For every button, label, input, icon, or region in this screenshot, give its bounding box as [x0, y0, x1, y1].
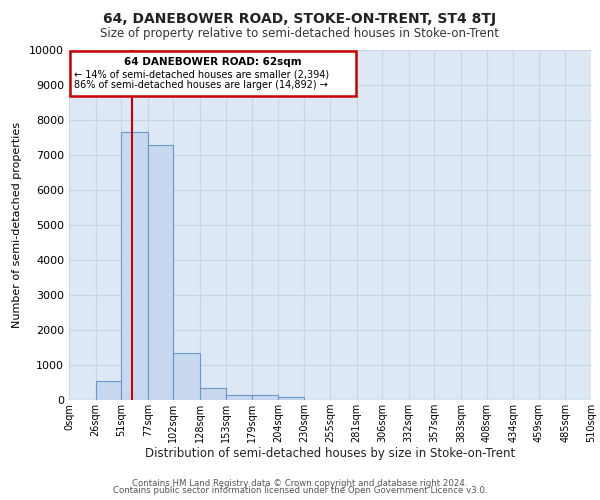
Bar: [252, 396, 278, 400]
FancyBboxPatch shape: [70, 51, 356, 96]
Bar: [226, 395, 252, 400]
Y-axis label: Number of semi-detached properties: Number of semi-detached properties: [12, 122, 22, 328]
Text: 64 DANEBOWER ROAD: 62sqm: 64 DANEBOWER ROAD: 62sqm: [124, 57, 302, 67]
Text: Contains HM Land Registry data © Crown copyright and database right 2024.: Contains HM Land Registry data © Crown c…: [132, 478, 468, 488]
Text: 64, DANEBOWER ROAD, STOKE-ON-TRENT, ST4 8TJ: 64, DANEBOWER ROAD, STOKE-ON-TRENT, ST4 …: [103, 12, 497, 26]
Bar: [200, 388, 226, 400]
Bar: [148, 144, 173, 400]
Text: Distribution of semi-detached houses by size in Stoke-on-Trent: Distribution of semi-detached houses by …: [145, 448, 515, 460]
Bar: [173, 353, 200, 400]
Text: 86% of semi-detached houses are larger (14,892) →: 86% of semi-detached houses are larger (…: [74, 80, 328, 90]
Bar: [95, 381, 121, 400]
Text: ← 14% of semi-detached houses are smaller (2,394): ← 14% of semi-detached houses are smalle…: [74, 70, 329, 80]
Bar: [121, 132, 148, 400]
Bar: [278, 396, 304, 400]
Text: Contains public sector information licensed under the Open Government Licence v3: Contains public sector information licen…: [113, 486, 487, 495]
Text: Size of property relative to semi-detached houses in Stoke-on-Trent: Size of property relative to semi-detach…: [101, 28, 499, 40]
